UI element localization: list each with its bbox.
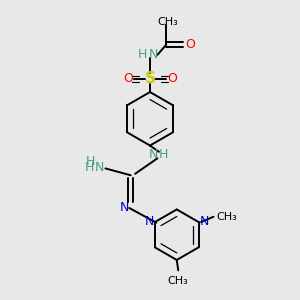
- Text: N: N: [120, 201, 129, 214]
- Text: O: O: [123, 72, 133, 85]
- Text: CH₃: CH₃: [217, 212, 237, 222]
- Text: N: N: [95, 161, 104, 174]
- Text: CH₃: CH₃: [168, 276, 189, 286]
- Text: N: N: [149, 148, 159, 161]
- Text: O: O: [167, 72, 177, 85]
- Text: H: H: [86, 155, 95, 168]
- Text: CH₃: CH₃: [158, 16, 178, 27]
- Text: O: O: [185, 38, 195, 51]
- Text: N: N: [145, 215, 154, 228]
- Text: N: N: [199, 215, 209, 228]
- Text: H: H: [84, 161, 94, 174]
- Text: H: H: [159, 148, 168, 161]
- Text: H: H: [138, 48, 147, 62]
- Text: N: N: [148, 48, 158, 62]
- Text: S: S: [145, 71, 155, 86]
